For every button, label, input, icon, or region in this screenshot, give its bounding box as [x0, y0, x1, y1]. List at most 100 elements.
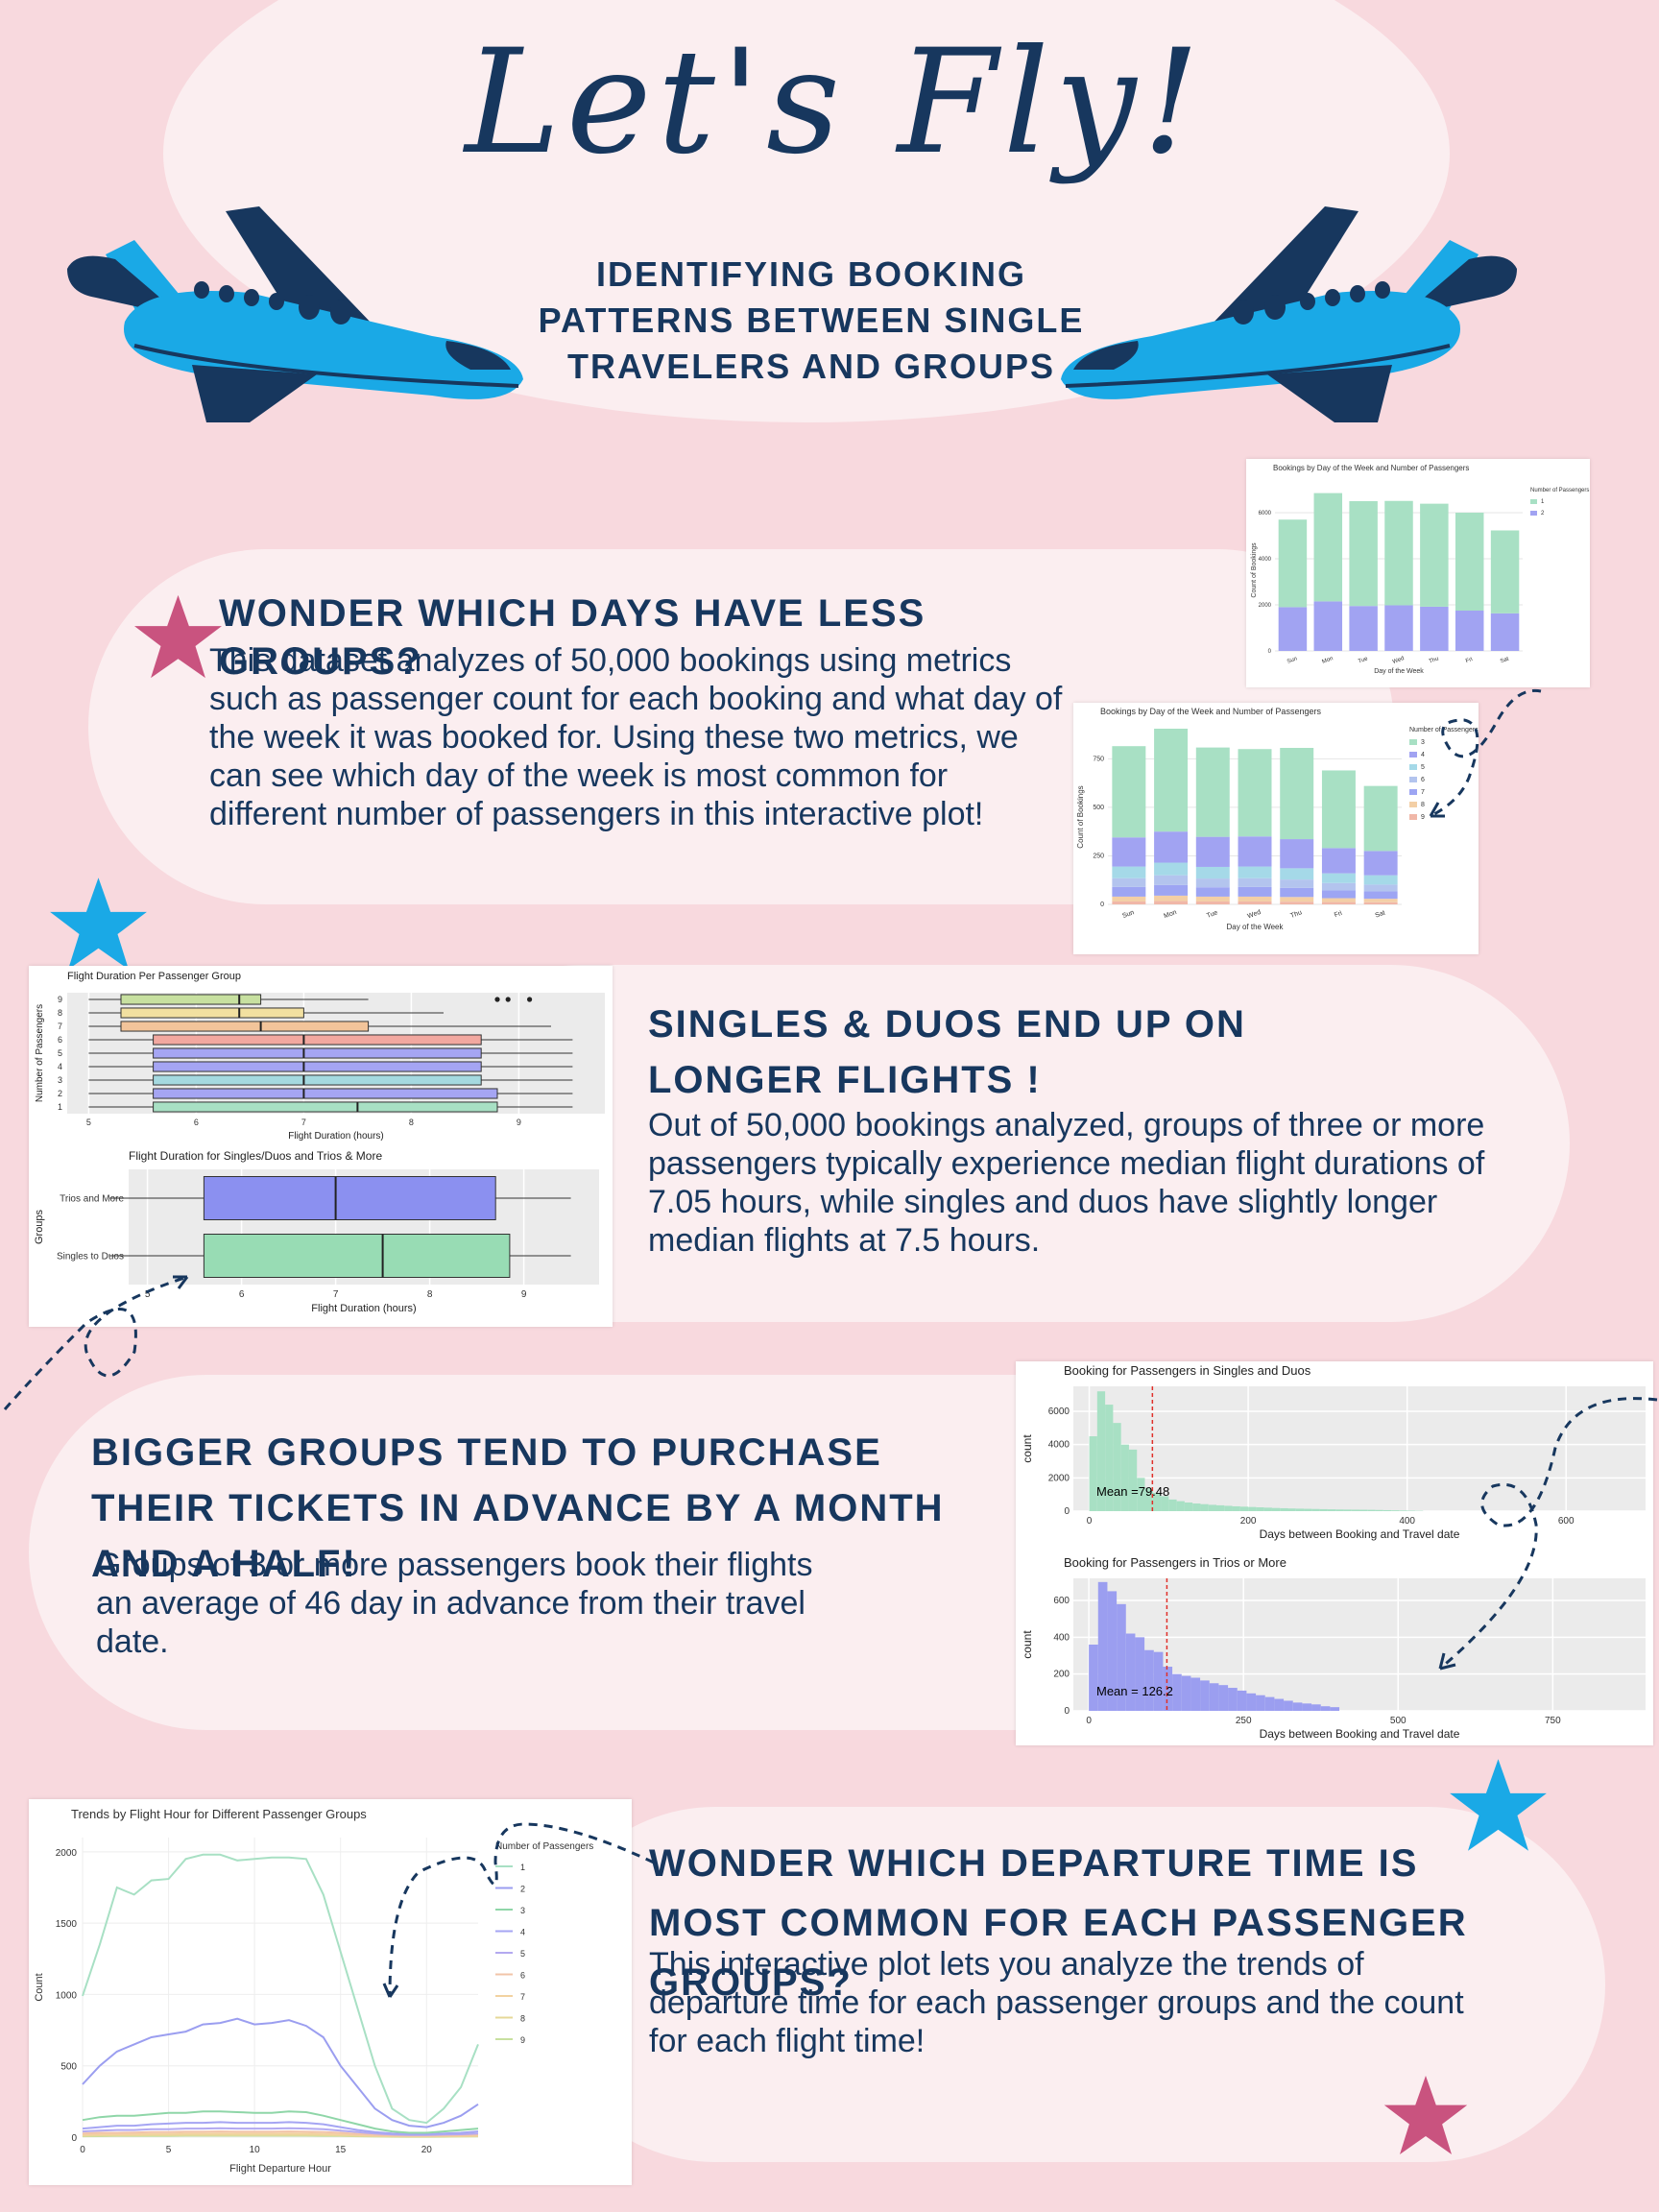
bar [1154, 862, 1189, 876]
series-line [82, 2110, 479, 2134]
bar [1313, 601, 1343, 651]
section4-body: This interactive plot lets you analyze t… [649, 1946, 1464, 2059]
bar [1280, 879, 1314, 888]
x-tick-label: 5 [86, 1118, 91, 1127]
bar [1363, 902, 1398, 904]
histogram-bar [1181, 1675, 1191, 1711]
outlier-point [494, 997, 500, 1002]
histogram-bar [1302, 1703, 1312, 1711]
legend-label: 6 [1421, 777, 1425, 783]
bar [1280, 748, 1314, 840]
legend-label: 9 [520, 2035, 525, 2045]
bar [1112, 878, 1146, 887]
y-tick-label: 2000 [1259, 603, 1272, 609]
histogram-bar [1399, 1510, 1407, 1511]
bar [1384, 500, 1413, 606]
x-tick-label: Fri [1334, 910, 1343, 920]
histogram-bar [1239, 1506, 1249, 1511]
section1-body: This dataset analyzes of 50,000 bookings… [209, 642, 1063, 832]
bar [1154, 875, 1189, 885]
histogram-bar [1407, 1510, 1415, 1511]
section2-heading: Singles & Duos end up on longer flights … [648, 1003, 1246, 1101]
histogram-bar [1089, 1436, 1097, 1511]
section4-heading: Wonder which departure time is most comm… [649, 1842, 1468, 2004]
chart-title: Bookings by Day of the Week and Number o… [1100, 707, 1321, 716]
y-axis-label: Count of Bookings [1251, 542, 1258, 598]
section1-heading: Wonder which days have less groups? [219, 592, 926, 683]
bar [1154, 884, 1189, 896]
legend-label: 8 [1421, 802, 1425, 808]
histogram-bar [1271, 1507, 1281, 1511]
chart-bookings-by-day-1-2[interactable]: Bookings by Day of the Week and Number o… [1246, 459, 1590, 687]
x-tick-label: 250 [1236, 1716, 1252, 1726]
airplane-left-icon [67, 206, 523, 422]
histogram-bar [1320, 1706, 1331, 1711]
y-tick-label: 9 [58, 995, 62, 1004]
chart-title: Booking for Passengers in Singles and Du… [1064, 1363, 1311, 1378]
y-tick-label: 4000 [1048, 1440, 1070, 1451]
histogram-bar [1256, 1507, 1264, 1511]
histogram-bar [1105, 1405, 1114, 1511]
y-tick-label: 1 [58, 1102, 62, 1112]
legend-swatch [1409, 789, 1417, 795]
histogram-bar [1330, 1707, 1340, 1711]
bar [1455, 611, 1484, 651]
y-tick-label: 5 [58, 1048, 62, 1058]
chart-bookings-by-day-3-9[interactable]: Bookings by Day of the Week and Number o… [1073, 703, 1479, 954]
box [153, 1088, 498, 1099]
histogram-bar [1184, 1502, 1193, 1511]
bar [1238, 866, 1272, 878]
x-tick-label: 9 [521, 1289, 527, 1300]
histogram-bar [1200, 1503, 1209, 1511]
y-tick-label: 200 [1053, 1670, 1070, 1680]
x-tick-label: 5 [166, 2145, 172, 2155]
histogram-bar [1113, 1423, 1121, 1511]
chart-title: Trends by Flight Hour for Different Pass… [71, 1807, 367, 1821]
mean-annotation: Mean =79.48 [1096, 1484, 1169, 1499]
bar [1363, 884, 1398, 892]
y-tick-label: 6000 [1048, 1407, 1070, 1417]
bar [1321, 848, 1356, 874]
page-subtitle: Identifying booking patterns between sin… [538, 254, 1085, 386]
histogram-bar [1125, 1633, 1136, 1711]
y-tick-label: Singles to Duos [57, 1251, 124, 1262]
x-tick-label: 10 [250, 2145, 261, 2155]
mean-annotation: Mean = 126.2 [1096, 1684, 1173, 1698]
x-tick-label: 0 [80, 2145, 85, 2155]
histogram-bar [1327, 1509, 1336, 1511]
y-axis-label: Number of Passengers [35, 1004, 45, 1102]
histogram-bar [1311, 1704, 1321, 1711]
dashed-arrow-icon [1438, 1397, 1658, 1671]
bar [1154, 831, 1189, 863]
histogram-bar [1135, 1637, 1145, 1711]
bar [1238, 836, 1272, 867]
bar [1238, 878, 1272, 887]
y-tick-label: 4000 [1259, 557, 1272, 563]
histogram-bar [1311, 1508, 1320, 1511]
chart-booking-lead-times[interactable]: Booking for Passengers in Singles and Du… [1016, 1361, 1653, 1745]
bar [1321, 890, 1356, 899]
x-tick-label: Wed [1247, 909, 1262, 920]
histogram-bar [1295, 1508, 1305, 1511]
histogram-bar [1200, 1680, 1210, 1711]
histogram-bar [1216, 1504, 1225, 1511]
x-tick-label: 8 [409, 1118, 414, 1127]
star-pink-icon [134, 594, 222, 679]
bar [1280, 897, 1314, 902]
histogram-bar [1161, 1496, 1169, 1511]
y-axis-label: count [1021, 1434, 1034, 1463]
chart-duration-per-group[interactable]: Flight Duration Per Passenger Group 5 6 7 8 9… [29, 966, 613, 1327]
x-tick-label: 6 [194, 1118, 199, 1127]
histogram-bar [1218, 1685, 1229, 1711]
histogram-bar [1117, 1603, 1126, 1711]
y-tick-label: 600 [1053, 1596, 1070, 1606]
histogram-bar [1319, 1508, 1328, 1511]
histogram-bar [1120, 1444, 1129, 1511]
histogram-bar [1208, 1504, 1216, 1511]
chart-trends-by-flight-hour[interactable]: Trends by Flight Hour for Different Pass… [29, 1799, 632, 2185]
x-tick-label: 500 [1390, 1716, 1407, 1726]
bar [1112, 837, 1146, 867]
x-tick-label: Thu [1289, 909, 1303, 920]
y-tick-label: 400 [1053, 1632, 1070, 1643]
y-tick-label: 2000 [1048, 1473, 1070, 1483]
